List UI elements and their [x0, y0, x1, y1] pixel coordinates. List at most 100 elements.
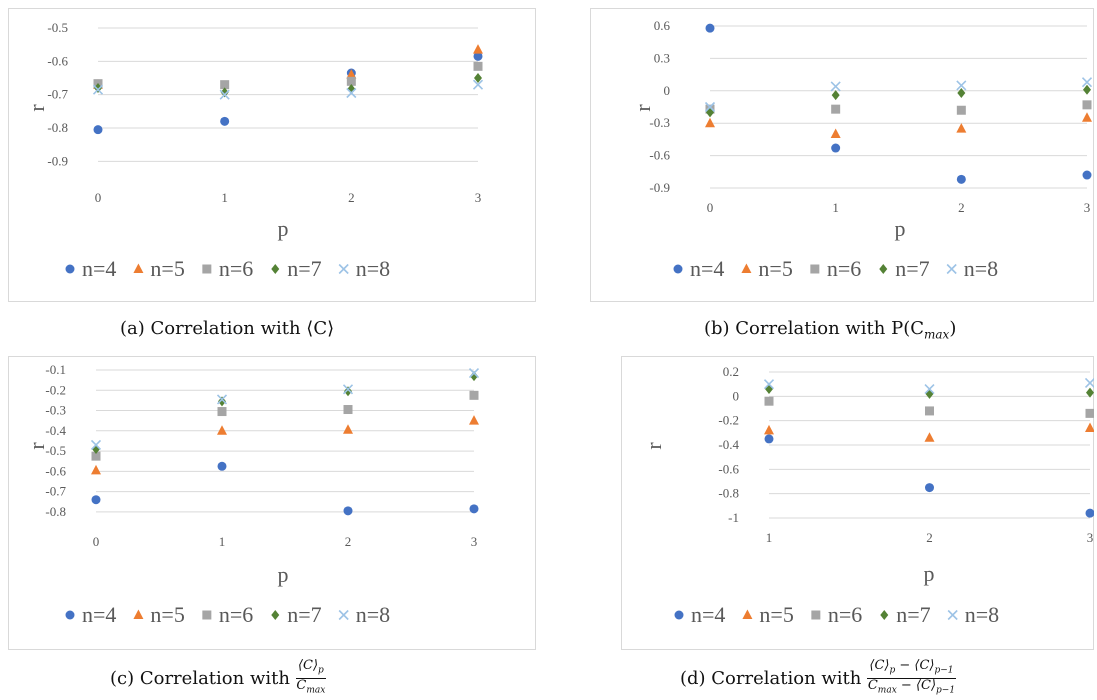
chart-d-ylabel: r	[641, 442, 666, 450]
caption-d: (d) Correlation with ⟨C⟩p − ⟨C⟩p−1 Cmax …	[680, 659, 956, 697]
chart-b-ytick-label: -0.6	[649, 148, 670, 163]
chart-c-legend-label: n=4	[82, 602, 116, 627]
chart-a-ylabel: r	[24, 104, 49, 112]
chart-a-point-n5	[473, 44, 483, 54]
chart-c-point-n5	[469, 415, 479, 425]
caption-c-fraction: ⟨C⟩p Cmax	[295, 658, 326, 698]
chart-a-ytick-label: -0.9	[47, 153, 68, 168]
chart-a-xtick-label: 3	[475, 190, 482, 205]
chart-a-point-n4	[473, 51, 483, 61]
chart-a-point-n6	[346, 76, 356, 86]
caption-d-num: ⟨C⟩	[869, 658, 890, 673]
chart-a-point-n4	[220, 116, 230, 126]
chart-b-ytick-label: -0.3	[649, 115, 670, 130]
caption-d-den-sub2: p−1	[936, 685, 956, 696]
chart-d-legend-label: n=4	[691, 602, 725, 627]
chart-a-point-n6	[220, 80, 230, 90]
chart-b-point-n4	[956, 174, 966, 184]
caption-c: (c) Correlation with ⟨C⟩p Cmax	[110, 659, 326, 697]
chart-a-legend-label: n=4	[82, 256, 116, 281]
caption-d-denominator: Cmax − ⟨C⟩p−1	[868, 678, 956, 698]
chart-b-legend-label: n=8	[964, 256, 998, 281]
chart-b-point-n6	[956, 105, 966, 115]
caption-b-text: (b) Correlation with P(C	[704, 318, 925, 339]
chart-c-legend-label: n=7	[287, 602, 321, 627]
caption-c-num-sub: p	[318, 665, 324, 676]
chart-c-point-n5	[91, 464, 101, 475]
caption-c-num: ⟨C⟩	[297, 658, 319, 673]
chart-b-ytick-label: 0.3	[654, 50, 670, 65]
chart-c-legend-marker-n7	[271, 610, 280, 620]
chart-b-ytick-label: -0.9	[649, 180, 670, 195]
chart-d-legend-marker-n7	[880, 610, 889, 620]
chart-d-ytick-label: -0.2	[718, 413, 739, 428]
caption-c-denominator: Cmax	[296, 677, 326, 698]
chart-c-legend-marker-n5	[133, 609, 144, 619]
chart-c-point-n4	[217, 461, 227, 471]
chart-c-point-n7	[344, 386, 352, 397]
chart-c-legend-marker-n8	[338, 609, 349, 621]
chart-c-ytick-label: -0.5	[45, 443, 66, 458]
chart-c-legend-label: n=5	[150, 602, 184, 627]
caption-c-text: (c) Correlation with	[110, 667, 290, 689]
chart-a-point-n5	[346, 69, 357, 79]
caption-c-den-sub: max	[306, 685, 326, 696]
chart-d-frame	[621, 356, 1094, 650]
chart-b-legend-marker-n8	[946, 263, 957, 275]
chart-c-legend-marker-n6	[202, 610, 212, 620]
chart-b-point-n4	[705, 23, 715, 33]
caption-c-numerator: ⟨C⟩p	[295, 658, 326, 679]
chart-c-point-n5	[343, 424, 353, 434]
chart-c-point-n4	[469, 504, 479, 514]
chart-a-point-n6	[473, 61, 483, 71]
chart-c-point-n8	[216, 394, 228, 405]
chart-a-legend-label: n=7	[287, 256, 321, 281]
chart-d-point-n4	[925, 483, 934, 493]
chart-b-legend-label: n=6	[827, 256, 861, 281]
chart-d-ytick-label: -0.8	[718, 486, 739, 501]
chart-d-legend-label: n=8	[965, 602, 999, 627]
chart-a-point-n8	[472, 79, 484, 90]
caption-d-num-sub2: p−1	[934, 665, 954, 676]
caption-b-end: )	[949, 318, 957, 339]
chart-a-point-n7	[94, 83, 102, 93]
chart-d-point-n5	[764, 424, 774, 435]
chart-c-point-n8	[90, 439, 102, 451]
chart-b-ylabel: r	[630, 104, 655, 112]
chart-a-legend-marker-n7	[271, 264, 280, 274]
chart-d-legend-marker-n6	[811, 610, 821, 620]
chart-d-point-n6	[764, 396, 774, 406]
chart-c-ylabel: r	[24, 442, 49, 450]
chart-a-legend-label: n=8	[356, 256, 390, 281]
chart-c-point-n6	[343, 405, 353, 415]
chart-b: 0.6 0.3 0 -0.3 -0.6 -0.9 0 1 2 3 p r n=4 n=5 n=6 n=7 n=8	[630, 18, 1093, 281]
chart-d-ytick-label: -0.4	[718, 437, 739, 452]
chart-b-point-n6	[1082, 100, 1092, 110]
chart-a-frame	[8, 8, 536, 302]
chart-b-xtick-label: 3	[1084, 200, 1091, 215]
chart-b-legend-marker-n6	[810, 264, 820, 274]
chart-c-point-n8	[342, 384, 354, 395]
caption-a-text: (a) Correlation with ⟨C⟩	[120, 318, 335, 339]
chart-c-legend-marker-n4	[65, 610, 75, 620]
chart-a-ytick-label: -0.7	[47, 87, 68, 102]
chart-b-legend-label: n=5	[758, 256, 792, 281]
chart-c-point-n7	[470, 371, 478, 382]
chart-d-point-n7	[1086, 387, 1094, 398]
chart-d-point-n7	[765, 384, 773, 395]
chart-b-point-n7	[957, 87, 966, 98]
chart-a-legend-marker-n4	[65, 264, 75, 274]
chart-c-xtick-label: 3	[471, 534, 478, 549]
chart-d-point-n8	[763, 379, 775, 390]
chart-a-point-n8	[346, 87, 357, 99]
chart-c-point-n5	[217, 425, 227, 435]
caption-b-sub: max	[924, 327, 950, 342]
chart-b-point-n4	[831, 143, 841, 153]
chart-a-point-n8	[219, 89, 230, 100]
caption-c-den: C	[296, 677, 307, 693]
caption-d-den-sub: max	[877, 685, 897, 696]
chart-a-xtick-label: 0	[95, 190, 102, 205]
chart-d-xtick-label: 1	[766, 530, 773, 545]
chart-c-xtick-label: 0	[93, 534, 100, 549]
chart-a-point-n7	[220, 87, 229, 98]
